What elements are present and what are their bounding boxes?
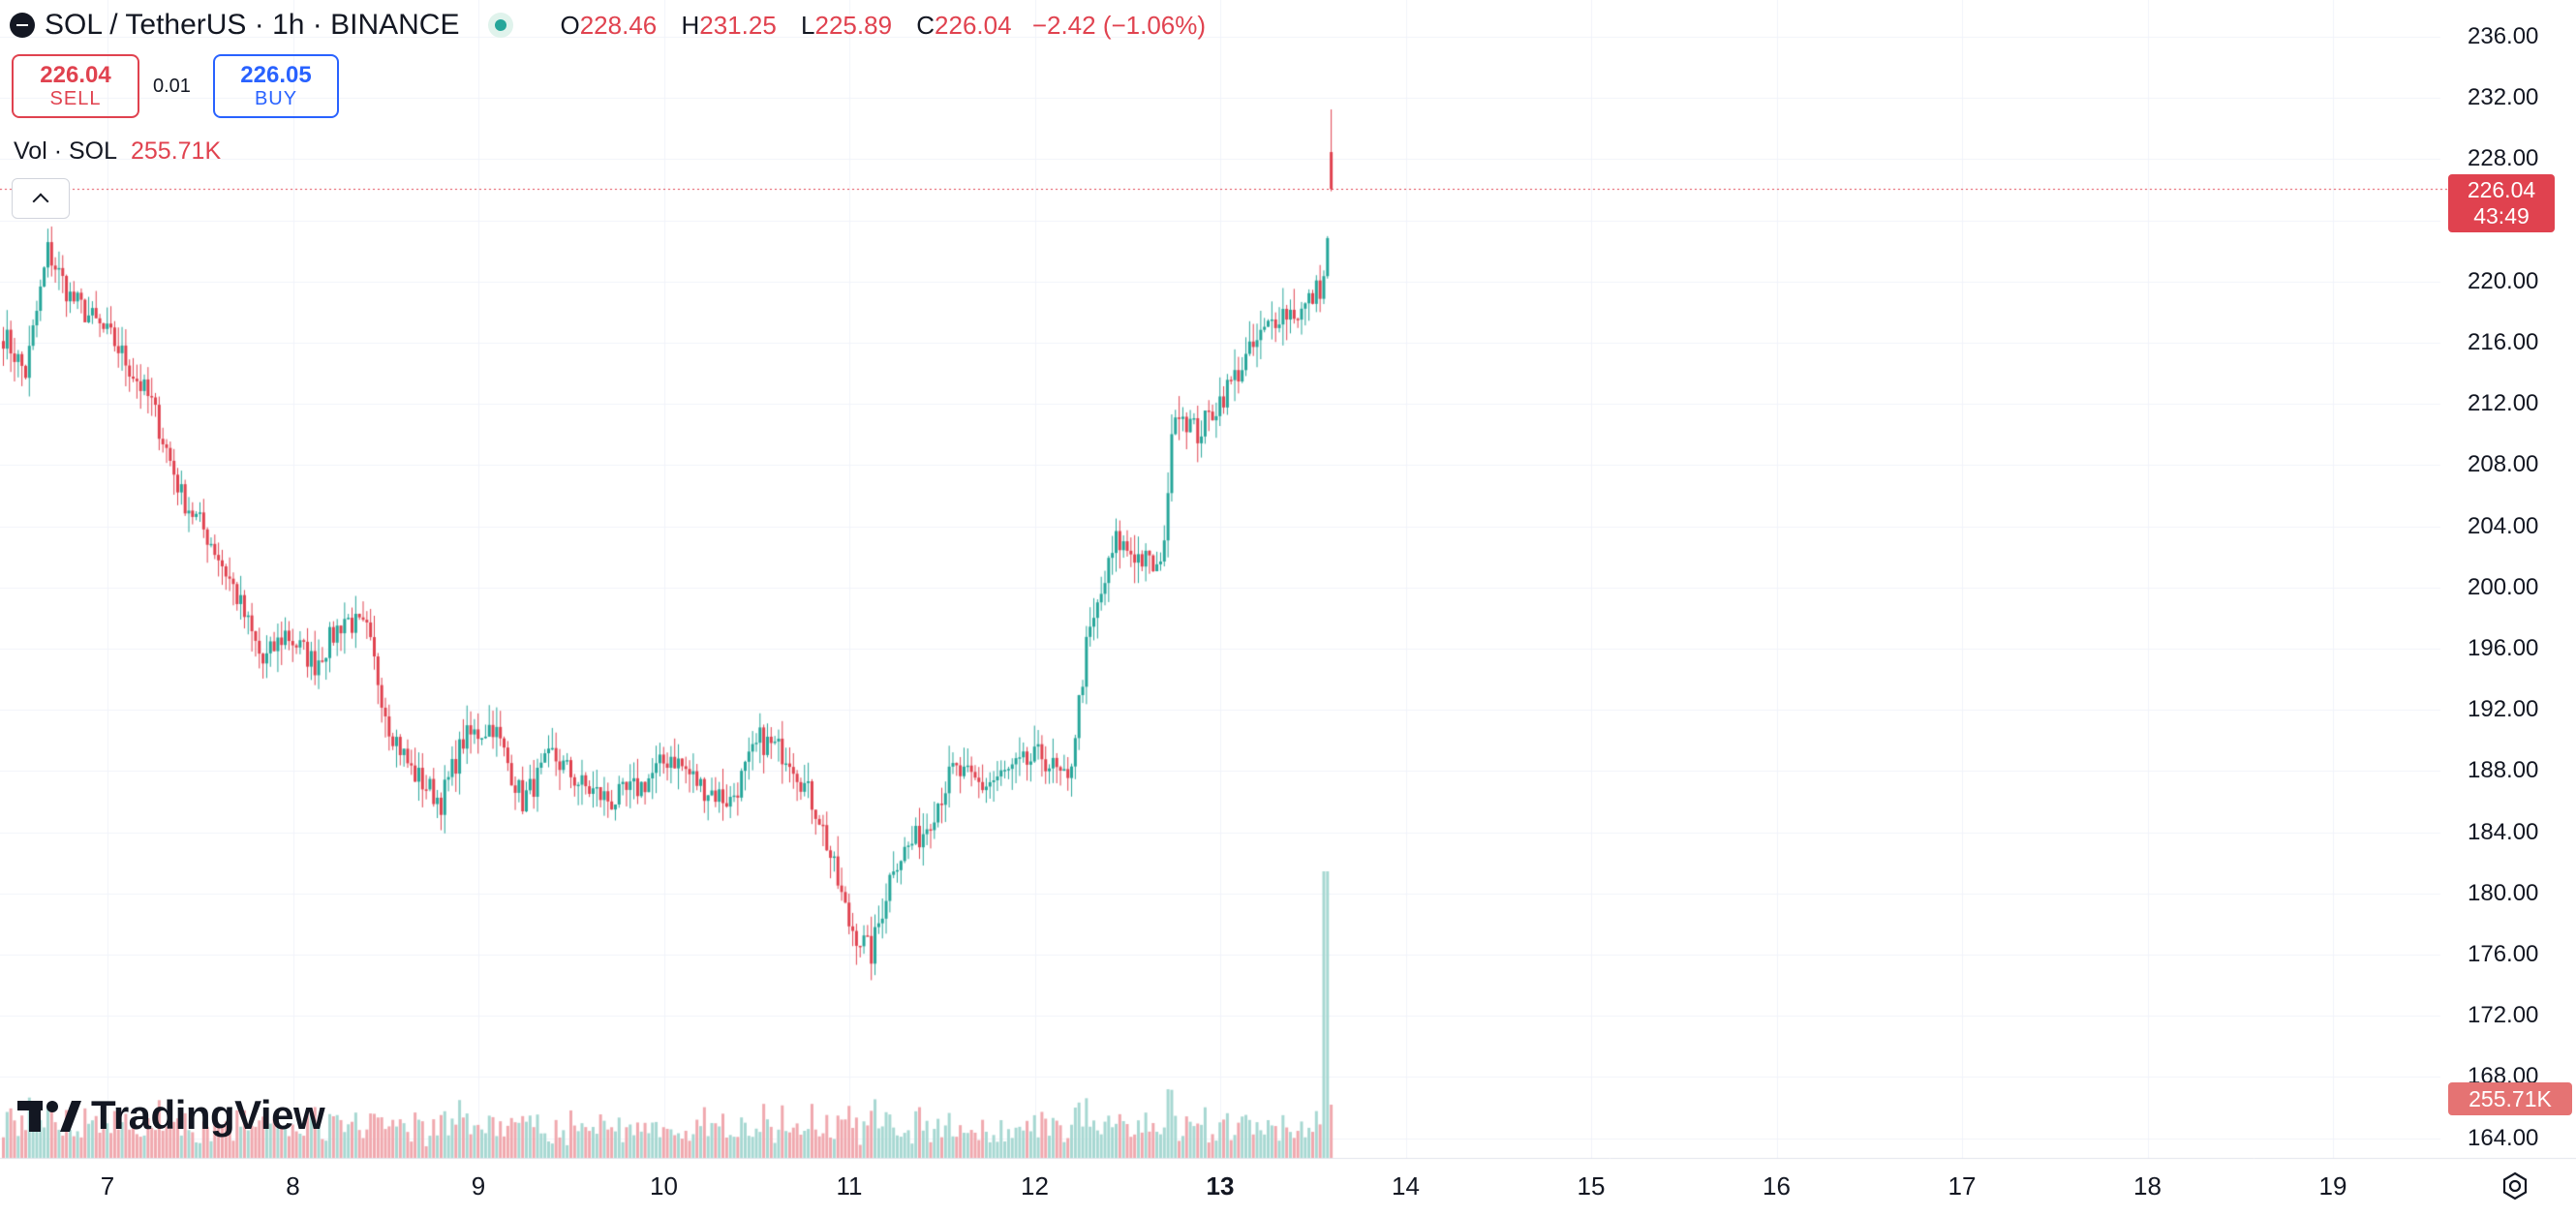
collapse-legend-button[interactable]: [12, 178, 70, 219]
date-tick-label: 11: [836, 1171, 863, 1201]
price-tick-label: 228.00: [2468, 145, 2539, 172]
price-tick-label: 236.00: [2468, 23, 2539, 49]
bar-countdown: 43:49: [2473, 203, 2530, 228]
sell-label: SELL: [49, 88, 102, 109]
symbol-title[interactable]: SOL / TetherUS · 1h · BINANCE: [45, 9, 460, 41]
date-tick-label: 8: [286, 1171, 300, 1201]
date-tick-label: 14: [1392, 1171, 1420, 1201]
price-tick-label: 164.00: [2468, 1124, 2539, 1151]
buy-button[interactable]: 226.05 BUY: [213, 54, 339, 118]
price-tick-label: 176.00: [2468, 941, 2539, 967]
buy-label: BUY: [254, 88, 298, 109]
date-tick-label: 10: [650, 1171, 678, 1201]
open-label: O: [560, 10, 580, 40]
price-tick-label: 172.00: [2468, 1002, 2539, 1029]
sell-button[interactable]: 226.04 SELL: [12, 54, 139, 118]
tradingview-mark-icon: [17, 1101, 81, 1132]
volume-tag-value: 255.71K: [2469, 1085, 2552, 1111]
date-tick-label: 7: [100, 1171, 115, 1201]
close-label: C: [916, 10, 935, 40]
settings-gear-icon[interactable]: [2500, 1171, 2530, 1201]
date-tick-label: 19: [2318, 1171, 2347, 1201]
date-tick-label: 15: [1577, 1171, 1606, 1201]
tradingview-logo[interactable]: TradingView: [17, 1092, 325, 1139]
low-label: L: [801, 10, 815, 40]
sell-price: 226.04: [40, 62, 111, 88]
price-tick-label: 216.00: [2468, 329, 2539, 355]
price-tick-label: 200.00: [2468, 573, 2539, 600]
price-tick-label: 212.00: [2468, 390, 2539, 417]
open-value: 228.46: [579, 10, 658, 40]
date-tick-label: 9: [471, 1171, 486, 1201]
buy-price: 226.05: [240, 62, 312, 88]
price-tick-label: 184.00: [2468, 818, 2539, 845]
price-tick-label: 232.00: [2468, 84, 2539, 111]
last-price: 226.04: [2467, 177, 2536, 202]
price-tick-label: 192.00: [2468, 696, 2539, 723]
close-value: 226.04: [935, 10, 1012, 40]
date-tick-label: 12: [1021, 1171, 1049, 1201]
volume-value: 255.71K: [131, 137, 222, 165]
volume-legend: Vol · SOL 255.71K: [14, 137, 221, 166]
volume-label: Vol · SOL: [14, 137, 117, 165]
spread-value: 0.01: [153, 76, 191, 97]
last-price-tag: 226.04 43:49: [2448, 174, 2555, 232]
solana-logo-icon: [10, 13, 35, 38]
market-open-status-icon: [488, 13, 514, 38]
chevron-up-icon: [32, 193, 49, 210]
date-tick-label: 16: [1763, 1171, 1791, 1201]
date-tick-label: 13: [1206, 1171, 1235, 1201]
low-value: 225.89: [814, 10, 893, 40]
price-tick-label: 208.00: [2468, 451, 2539, 478]
date-tick-label: 18: [2133, 1171, 2162, 1201]
ohlc-values: O228.46 H231.25 L225.89 C226.04 −2.42 (−…: [542, 11, 1206, 41]
price-tick-label: 220.00: [2468, 267, 2539, 294]
change-value: −2.42 (−1.06%): [1031, 10, 1207, 40]
tradingview-wordmark: TradingView: [91, 1092, 325, 1138]
price-tick-label: 204.00: [2468, 512, 2539, 539]
chart-legend: SOL / TetherUS · 1h · BINANCE O228.46 H2…: [10, 6, 1206, 45]
high-label: H: [681, 10, 700, 40]
price-tick-label: 188.00: [2468, 757, 2539, 784]
volume-tag: 255.71K: [2448, 1082, 2572, 1115]
high-value: 231.25: [699, 10, 777, 40]
price-tick-label: 196.00: [2468, 635, 2539, 661]
price-tick-label: 180.00: [2468, 879, 2539, 906]
date-tick-label: 17: [1947, 1171, 1977, 1201]
